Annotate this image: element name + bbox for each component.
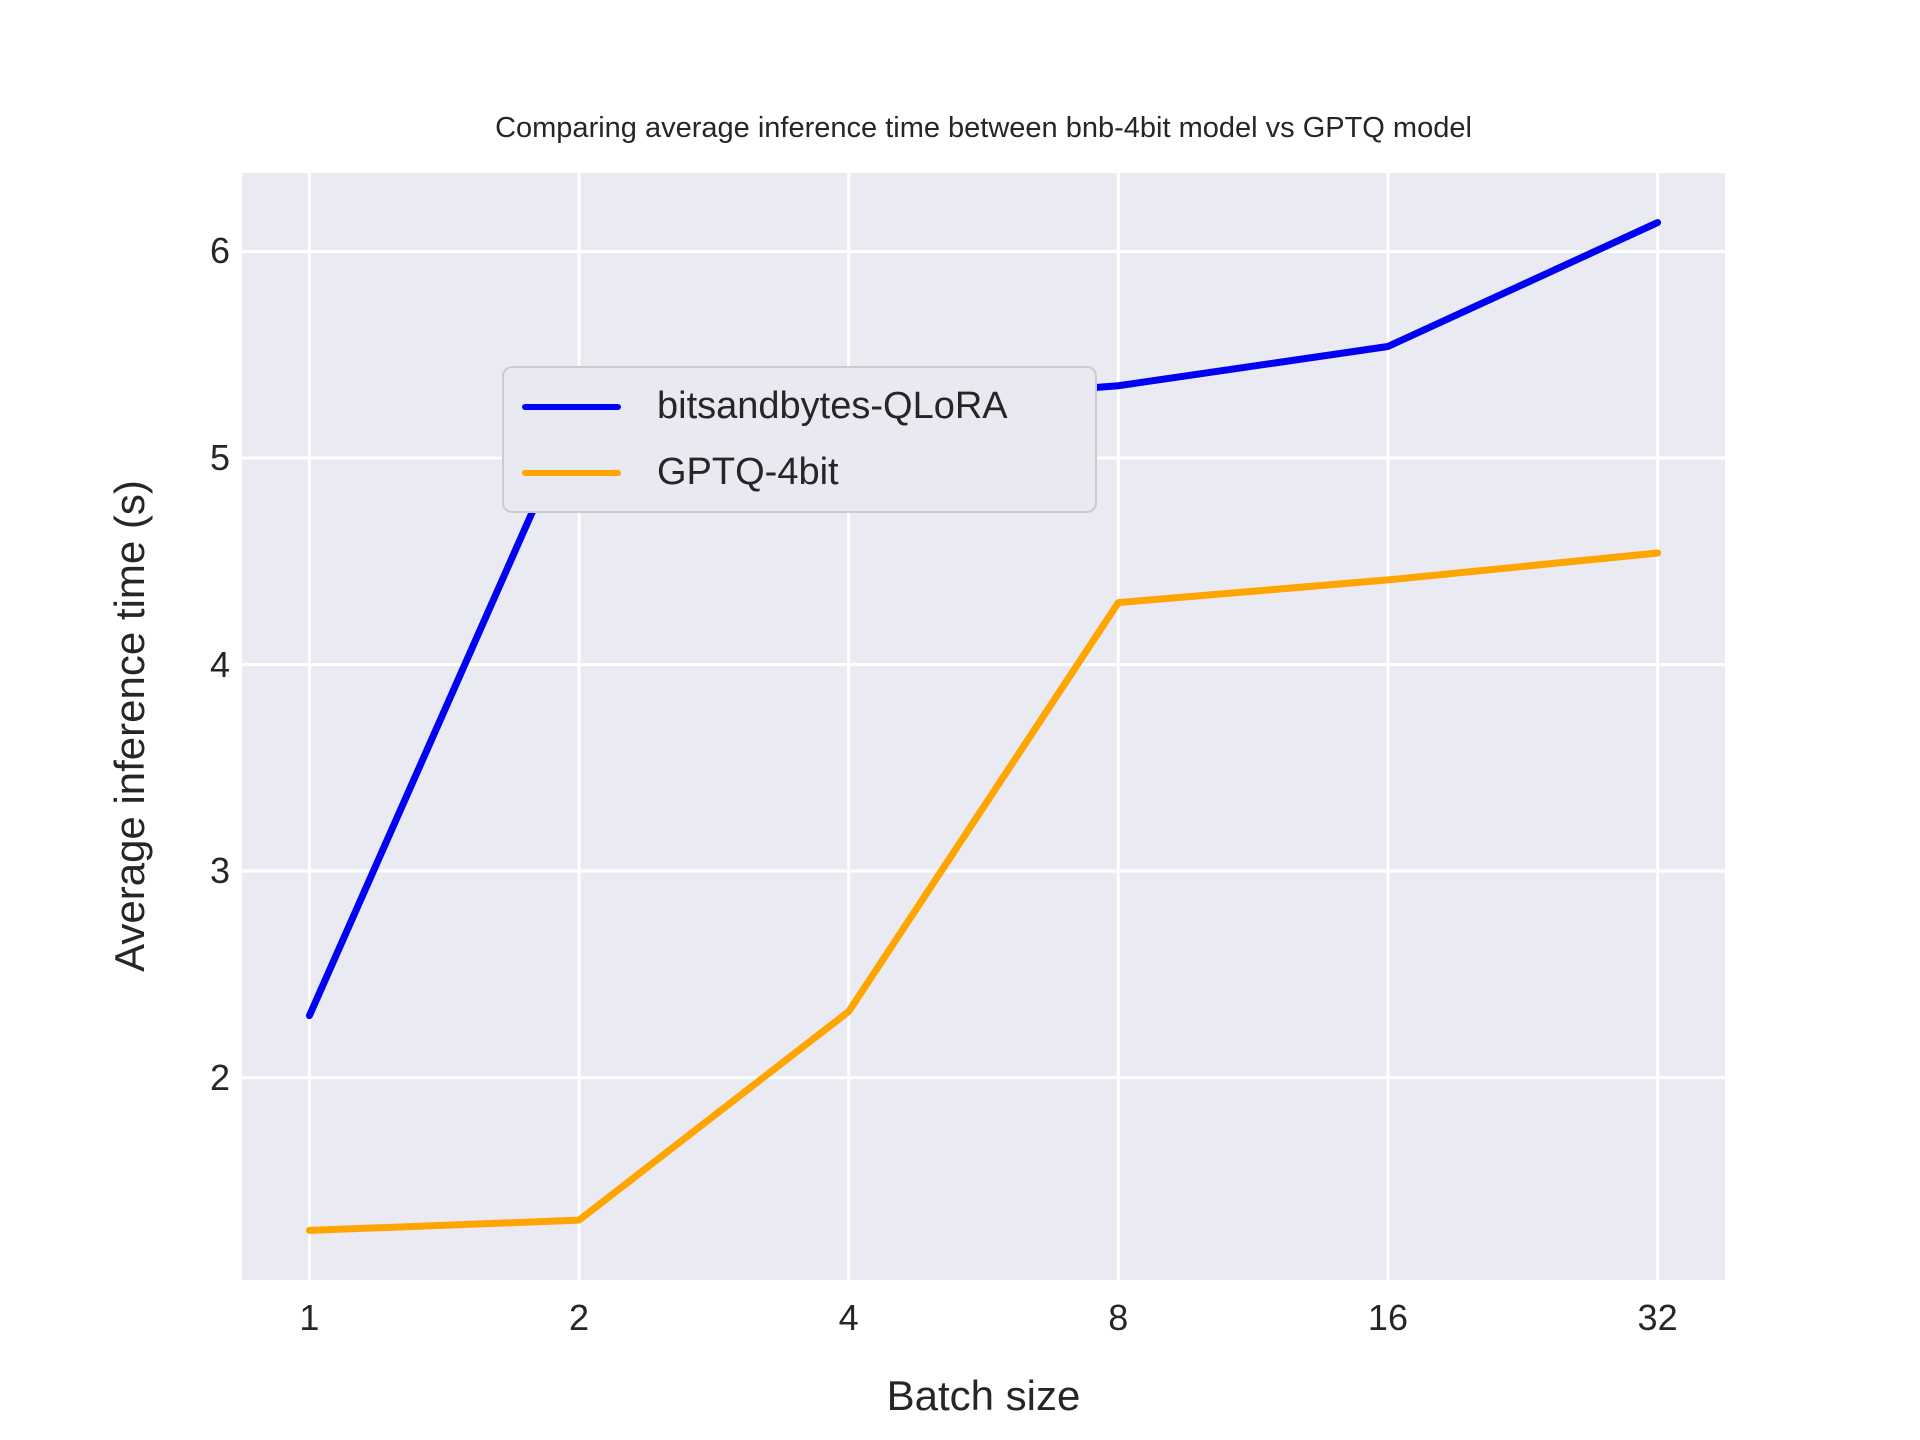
legend-item: GPTQ-4bit [522, 447, 1095, 499]
y-tick-label: 6 [209, 230, 230, 272]
x-tick-label: 32 [1637, 1297, 1678, 1338]
plot-area: bitsandbytes-QLoRA GPTQ-4bit [242, 173, 1725, 1280]
legend: bitsandbytes-QLoRA GPTQ-4bit [502, 366, 1097, 513]
legend-label: GPTQ-4bit [657, 451, 839, 493]
x-tick-label: 8 [1108, 1297, 1129, 1338]
chart-title: Comparing average inference time between… [495, 112, 1472, 144]
gptq-line-swatch [522, 469, 621, 476]
x-tick-label: 2 [569, 1297, 590, 1338]
legend-label: bitsandbytes-QLoRA [657, 385, 1008, 427]
bitsandbytes-line-swatch [522, 403, 621, 410]
line-chart-canvas [242, 173, 1725, 1280]
y-tick-label: 4 [209, 643, 230, 685]
gptq-4bit-line [305, 549, 1662, 1234]
x-tick-label: 4 [838, 1297, 859, 1338]
y-tick-label: 2 [209, 1056, 230, 1098]
legend-item: bitsandbytes-QLoRA [522, 381, 1095, 433]
y-tick-label: 5 [209, 437, 230, 478]
x-tick-label: 16 [1367, 1297, 1408, 1338]
x-tick-label: 1 [299, 1297, 320, 1338]
x-axis-label: Batch size [886, 1372, 1081, 1419]
y-tick-label: 3 [209, 850, 230, 892]
bitsandbytes-qlora-line [305, 219, 1662, 1020]
y-axis-label: Average inference time (s) [106, 480, 153, 972]
